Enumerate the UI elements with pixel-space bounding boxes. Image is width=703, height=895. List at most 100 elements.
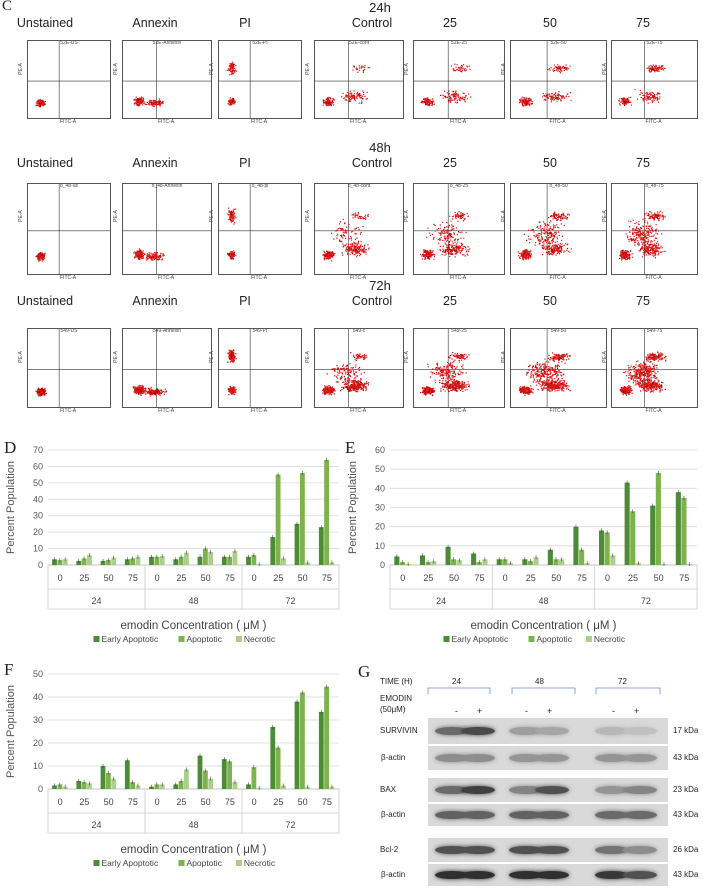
flow-header: 75: [636, 294, 650, 308]
flow-plot-title: 549-US: [60, 328, 78, 334]
flow-y-axis-label: PE-A: [304, 351, 311, 363]
blot-band: [535, 871, 569, 879]
x-tick-label: 75: [225, 797, 235, 807]
flow-plot: 52E-25: [413, 40, 505, 119]
bar: [482, 559, 488, 566]
flow-x-axis-label: FITC-A: [549, 119, 566, 125]
bar: [178, 556, 184, 565]
flow-y-axis-label: PE-A: [403, 62, 410, 75]
bar: [203, 770, 208, 789]
flow-x-axis-label: FITC-A: [251, 275, 268, 281]
bar: [294, 523, 300, 565]
blot-band: [461, 786, 495, 794]
flow-plot: o_48-Annexin: [122, 183, 212, 275]
treatment-sign: -: [455, 706, 458, 716]
blot-band: [535, 846, 569, 854]
y-tick-label: 30: [33, 511, 43, 521]
bar: [522, 559, 528, 566]
bar: [246, 784, 251, 789]
flow-x-axis-label: FITC-A: [251, 408, 268, 414]
time-heading-0: 24h: [369, 0, 391, 15]
blot-band: [623, 846, 657, 854]
scatter-svg: [511, 329, 606, 407]
y-tick-label: 40: [33, 494, 43, 504]
legend-label: Necrotic: [594, 634, 626, 644]
bar: [655, 473, 661, 565]
x-tick-label: 0: [503, 573, 508, 583]
flow-plot: o_48-50: [510, 183, 607, 275]
protein-label: β-actin: [381, 870, 406, 879]
blot-band: [535, 811, 569, 819]
legend-swatch: [93, 860, 100, 866]
scatter-svg: [414, 184, 504, 274]
blot-strip: [428, 746, 668, 770]
flow-x-axis-label: FITC-A: [450, 408, 467, 414]
bar: [294, 701, 300, 789]
scatter-svg: [123, 41, 211, 118]
bar: [300, 692, 305, 789]
bar: [599, 530, 605, 565]
panel-f-label: F: [4, 660, 14, 679]
x-tick-label: 25: [176, 797, 186, 807]
chart-d: 0 10 20 30 40 50 60 70 0 25 50 75 0 25 50 75 0 25 50 75 24 48…: [0, 440, 345, 650]
blot-band: [595, 811, 629, 819]
y-tick-label: 30: [375, 503, 385, 513]
bar: [502, 559, 508, 566]
protein-label: β-actin: [381, 810, 406, 819]
flow-plot-title: o_48-75: [645, 183, 664, 189]
x-tick-label: 25: [423, 573, 433, 583]
y-tick-label: 0: [380, 560, 385, 570]
blot-band: [461, 871, 495, 879]
x-tick-label: 50: [298, 797, 308, 807]
blot-band: [623, 786, 657, 794]
scatter-svg: [123, 184, 211, 274]
flow-y-axis-label: PE-A: [17, 351, 24, 363]
bar: [559, 559, 565, 566]
legend-label: Apoptotic: [187, 634, 223, 644]
legend-label: Necrotic: [244, 634, 276, 644]
bar: [57, 560, 63, 565]
x-tick-label: 0: [252, 573, 257, 583]
blot-band: [435, 811, 469, 819]
scatter-svg: [315, 184, 403, 274]
flow-plot: 549-75: [611, 328, 698, 408]
group-label: 48: [188, 820, 198, 830]
bar: [178, 781, 184, 789]
bar: [208, 778, 214, 789]
flow-plot: 549-25: [413, 328, 505, 408]
x-tick-label: 25: [79, 797, 89, 807]
scatter-svg: [28, 329, 110, 407]
legend-label: Early Apoptotic: [452, 634, 509, 644]
y-tick-label: 50: [33, 669, 43, 679]
flow-y-axis-label: PE-A: [500, 351, 507, 363]
x-tick-label: 75: [475, 573, 485, 583]
x-tick-label: 0: [58, 573, 63, 583]
flow-x-axis-label: FITC-A: [251, 119, 268, 125]
bar: [624, 482, 630, 565]
flow-plot-title: 549-50: [550, 328, 567, 334]
bar: [419, 555, 425, 565]
flow-header: Unstained: [16, 16, 74, 30]
bar: [81, 782, 87, 789]
emodin-dose: (50μM): [380, 705, 406, 714]
scatter-svg: [511, 41, 606, 118]
flow-y-axis-label: PE-A: [304, 62, 311, 75]
flow-plot-title: 52E-75: [646, 40, 663, 46]
bar: [650, 505, 656, 565]
bar: [87, 555, 92, 565]
flow-header: Control: [351, 156, 393, 170]
bar: [184, 769, 189, 789]
scatter-svg: [612, 184, 697, 274]
x-tick-label: 75: [128, 573, 138, 583]
flow-y-axis-label: PE-A: [500, 210, 507, 222]
flow-plot: 52E-75: [611, 40, 698, 119]
flow-plot: 549-PI: [218, 328, 302, 408]
legend-swatch: [235, 860, 242, 866]
bar: [300, 473, 305, 565]
flow-y-axis-label: PE-A: [112, 210, 119, 222]
bar: [159, 784, 165, 789]
x-tick-label: 0: [155, 573, 160, 583]
legend-swatch: [585, 636, 592, 642]
treatment-sign: +: [477, 706, 483, 716]
y-tick-label: 50: [375, 464, 385, 474]
